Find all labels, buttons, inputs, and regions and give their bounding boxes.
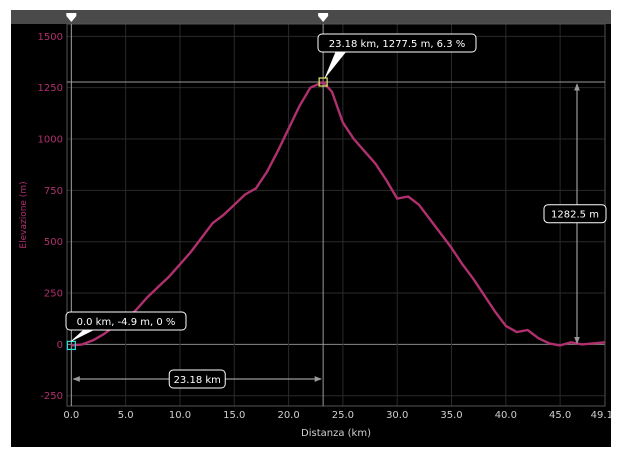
- plot-area: [67, 24, 605, 406]
- end-callout-box: [317, 33, 477, 53]
- y-tick-label: 1250: [38, 83, 63, 94]
- range-slider-track[interactable]: [11, 10, 611, 24]
- x-tick-label: 40.0: [495, 410, 517, 421]
- x-tick-label: 25.0: [332, 410, 354, 421]
- x-tick-label: 35.0: [440, 410, 462, 421]
- range-handles[interactable]: [66, 13, 329, 22]
- x-tick-label: 20.0: [277, 410, 299, 421]
- y-axis-title: Elevazione (m): [19, 181, 29, 248]
- y-axis-ticks: -250 0 250 500 750 1000 1250 1500: [38, 32, 63, 402]
- x-tick-label: 45.0: [549, 410, 571, 421]
- elevation-gain-box: [543, 204, 607, 224]
- end-marker: [318, 77, 328, 87]
- y-tick-label: 1000: [38, 135, 63, 146]
- x-axis-ticks: 0.0 5.0 10.0 15.0 20.0 25.0 30.0 35.0 40.0 45.0 49…: [63, 410, 611, 421]
- start-callout-label: 0.0 km, -4.9 m, 0 %: [77, 317, 176, 328]
- x-axis-title: Distanza (km): [301, 428, 371, 439]
- y-tick-label: 1500: [38, 32, 63, 43]
- x-tick-label: 30.0: [386, 410, 408, 421]
- x-tick-label: 10.0: [169, 410, 191, 421]
- elevation-chart-panel: -250 0 250 500 750 1000 1250 1500 0.0 5.0 10.0 15.…: [11, 10, 611, 447]
- start-handle-icon[interactable]: [66, 13, 77, 22]
- x-tick-label: 5.0: [118, 410, 134, 421]
- distance-label: 23.18 km: [174, 375, 221, 386]
- x-tick-label: 0.0: [63, 410, 79, 421]
- reference-lines: [67, 24, 605, 406]
- y-tick-label: 500: [44, 237, 63, 248]
- elevation-gain-label: 1282.5 m: [551, 210, 599, 221]
- y-tick-label: 0: [57, 340, 63, 351]
- measurement-overlay: 23.18 km 1282.5 m 0.0 km, -4.9 m, 0 % 23.18…: [65, 33, 607, 389]
- y-tick-label: 750: [44, 186, 63, 197]
- end-handle-icon[interactable]: [318, 13, 329, 22]
- elevation-line: [71, 80, 606, 347]
- x-tick-label: 49.13: [591, 410, 611, 421]
- end-callout-label: 23.18 km, 1277.5 m, 6.3 %: [329, 39, 466, 50]
- distance-label-box: [168, 369, 226, 389]
- y-tick-label: 250: [44, 289, 63, 300]
- y-tick-label: -250: [40, 391, 63, 402]
- start-callout-box: [65, 311, 187, 331]
- grid: [66, 23, 606, 407]
- x-tick-label: 15.0: [223, 410, 245, 421]
- elevation-profile-chart: -250 0 250 500 750 1000 1250 1500 0.0 5.0 10.0 15.…: [19, 13, 611, 439]
